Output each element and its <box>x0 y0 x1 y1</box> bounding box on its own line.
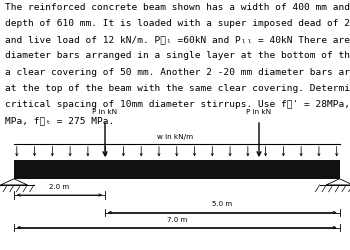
Text: at the top of the beam with the same clear covering. Determine the: at the top of the beam with the same cle… <box>5 84 350 93</box>
Text: The reinforced concrete beam shown has a width of 400 mm and a total: The reinforced concrete beam shown has a… <box>5 2 350 12</box>
Text: and live load of 12 kN/m. Pᴅₗ =60kN and Pₗₗ = 40kN There are 3-25mm: and live load of 12 kN/m. Pᴅₗ =60kN and … <box>5 35 350 44</box>
Text: P in kN: P in kN <box>92 109 118 115</box>
Text: critical spacing of 10mm diameter stirrups. Use fᴄ' = 28MPa, fᵧ = 420: critical spacing of 10mm diameter stirru… <box>5 100 350 109</box>
Text: 7.0 m: 7.0 m <box>167 216 187 222</box>
Bar <box>14 160 340 179</box>
Text: 2.0 m: 2.0 m <box>49 184 70 190</box>
Text: 5.0 m: 5.0 m <box>212 202 232 207</box>
Polygon shape <box>326 179 350 185</box>
Polygon shape <box>1 179 27 185</box>
Text: w in kN/m: w in kN/m <box>157 134 193 140</box>
Text: diameter bars arranged in a single layer at the bottom of the beam, with: diameter bars arranged in a single layer… <box>5 51 350 60</box>
Text: depth of 610 mm. It is loaded with a super imposed dead of 25 kN/m,: depth of 610 mm. It is loaded with a sup… <box>5 19 350 28</box>
Text: P in kN: P in kN <box>246 109 272 115</box>
Text: MPa, fᵧₜ = 275 MPa.: MPa, fᵧₜ = 275 MPa. <box>5 116 114 125</box>
Text: a clear covering of 50 mm. Another 2 -20 mm diameter bars are located: a clear covering of 50 mm. Another 2 -20… <box>5 68 350 76</box>
